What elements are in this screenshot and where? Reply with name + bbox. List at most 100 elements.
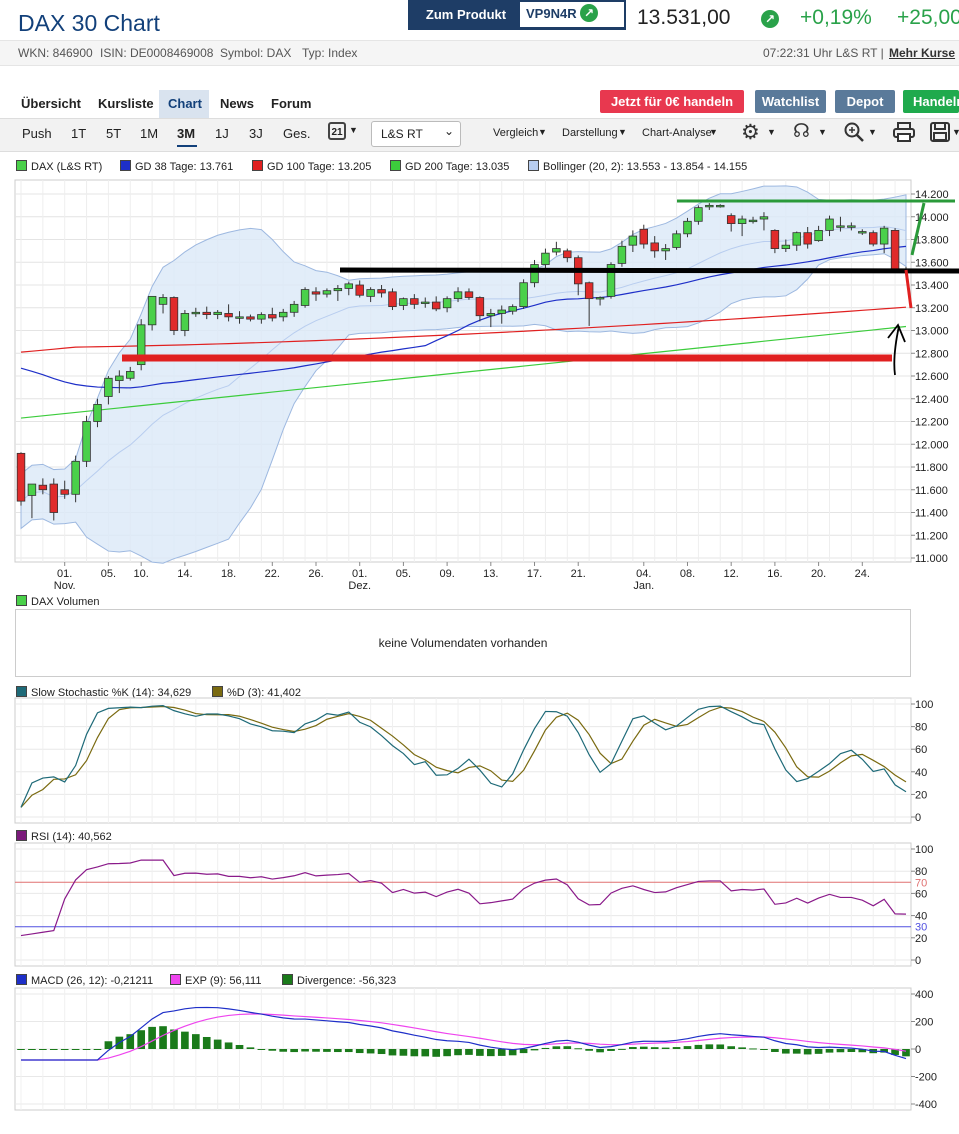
divergence-bar [213,1039,222,1049]
legend-dax: DAX (L&S RT) [16,160,102,173]
candle [606,264,616,297]
nav-kursliste[interactable]: Kursliste [98,96,154,111]
legend-divergence: Divergence: -56,323 [282,974,396,987]
product-wkn-box[interactable] [520,2,624,27]
period-push[interactable]: Push [22,126,52,141]
x-tick-label: 01. [57,568,72,580]
candle [213,311,222,315]
x-tick-label: 17. [527,568,542,580]
y-tick-label: 11.600 [915,485,948,497]
rsi-level-label: 30 [915,922,927,934]
volume-panel [15,609,911,677]
watchlist-button[interactable]: Watchlist [755,90,826,113]
x-tick-label: 10. [134,568,149,580]
candle [530,264,539,284]
y-tick-label: 12.800 [915,348,949,360]
period-3j[interactable]: 3J [249,126,263,141]
y-tick-label: 80 [915,866,927,878]
divergence-bar [268,1049,277,1051]
candle [93,404,102,422]
legend-stoch-k-swatch [16,686,27,697]
network-icon[interactable]: ☊ [793,121,810,142]
candle [16,452,26,502]
period-active-indicator [177,145,197,147]
divergence-bar [476,1049,484,1056]
chart-analyse-menu[interactable]: Chart-Analyse [642,127,712,139]
nav-news[interactable]: News [220,96,254,111]
divergence-bar [454,1049,462,1056]
x-tick-label: 05. [396,568,411,580]
legend-gd200: GD 200 Tage: 13.035 [390,160,509,173]
chevron-down-icon: ⌄ [444,124,455,138]
legend-gd38: GD 38 Tage: 13.761 [120,160,233,173]
x-tick-label: 14. [177,568,192,580]
candle [246,316,255,320]
bollinger-band [20,185,907,564]
candle [311,291,321,295]
darstellung-menu[interactable]: Darstellung [562,127,618,139]
divergence-bar [902,1049,910,1057]
divergence-bar [334,1049,342,1053]
gear-icon[interactable]: ⚙ [741,121,760,144]
divergence-bar [235,1044,244,1049]
candle [235,316,244,319]
x-tick-label: 09. [439,568,454,580]
legend-macd-swatch [16,974,27,985]
period-1t[interactable]: 1T [71,126,87,141]
depot-button[interactable]: Depot [835,90,895,113]
mehr-kurse-link[interactable]: Mehr Kurse [889,46,956,60]
divergence-bar [312,1049,320,1052]
nav-forum[interactable]: Forum [271,96,312,111]
calendar-icon[interactable]: 21 [328,122,346,140]
candle [639,228,649,245]
divergence-bar [60,1049,69,1050]
y-tick-label: 100 [915,699,933,711]
nav-uebersicht[interactable]: Übersicht [21,96,81,111]
vergleich-menu[interactable]: Vergleich [493,127,539,139]
caret-down-icon: ▼ [709,127,718,137]
save-icon[interactable] [930,122,950,142]
period-3m[interactable]: 3M [177,126,196,141]
y-tick-label: 60 [915,744,927,756]
divergence-bar [727,1046,736,1049]
divergence-bar [443,1049,451,1057]
period-1j[interactable]: 1J [215,126,229,141]
nav-chart[interactable]: Chart [168,96,202,111]
period-ges[interactable]: Ges. [283,126,311,141]
price-value: 13.531,00 [637,6,731,29]
handeln-button[interactable]: Handeln [903,90,959,113]
y-tick-label: 13.200 [915,303,949,315]
x-tick-sublabel: Nov. [54,580,76,592]
zoom-icon[interactable] [843,121,865,143]
candle [705,204,714,208]
divergence-bar [17,1049,25,1050]
divergence-bar [93,1049,102,1050]
divergence-bar [792,1049,801,1054]
caret-down-icon: ▼ [952,127,959,137]
zum-produkt-button[interactable]: Zum Produkt [416,3,516,26]
price-chart[interactable]: 14.20014.00013.80013.60013.40013.20013.0… [14,179,959,592]
product-wkn[interactable]: VP9N4R [526,6,577,21]
candle [486,313,496,317]
candle [475,297,485,317]
legend-rsi-swatch [16,830,27,841]
y-tick-label: 40 [915,767,927,779]
y-tick-label: 11.400 [915,508,948,520]
y-tick-label: 12.600 [915,371,949,383]
arrow-up-right-icon: ↗ [580,4,598,22]
candle [366,289,375,297]
divergence-bar [432,1049,441,1057]
divergence-bar [137,1030,146,1049]
symbol-label: Symbol: DAX [220,46,292,60]
printer-icon[interactable] [893,122,915,142]
legend-volume-swatch [16,595,27,606]
candle [759,216,769,220]
candle [792,232,801,246]
period-5t[interactable]: 5T [106,126,122,141]
caret-down-icon: ▼ [618,127,627,137]
period-1m[interactable]: 1M [140,126,159,141]
change-absolute: +25,00 [897,6,959,29]
exchange-select[interactable] [371,121,461,147]
trade-free-button[interactable]: Jetzt für 0€ handeln [600,90,744,113]
